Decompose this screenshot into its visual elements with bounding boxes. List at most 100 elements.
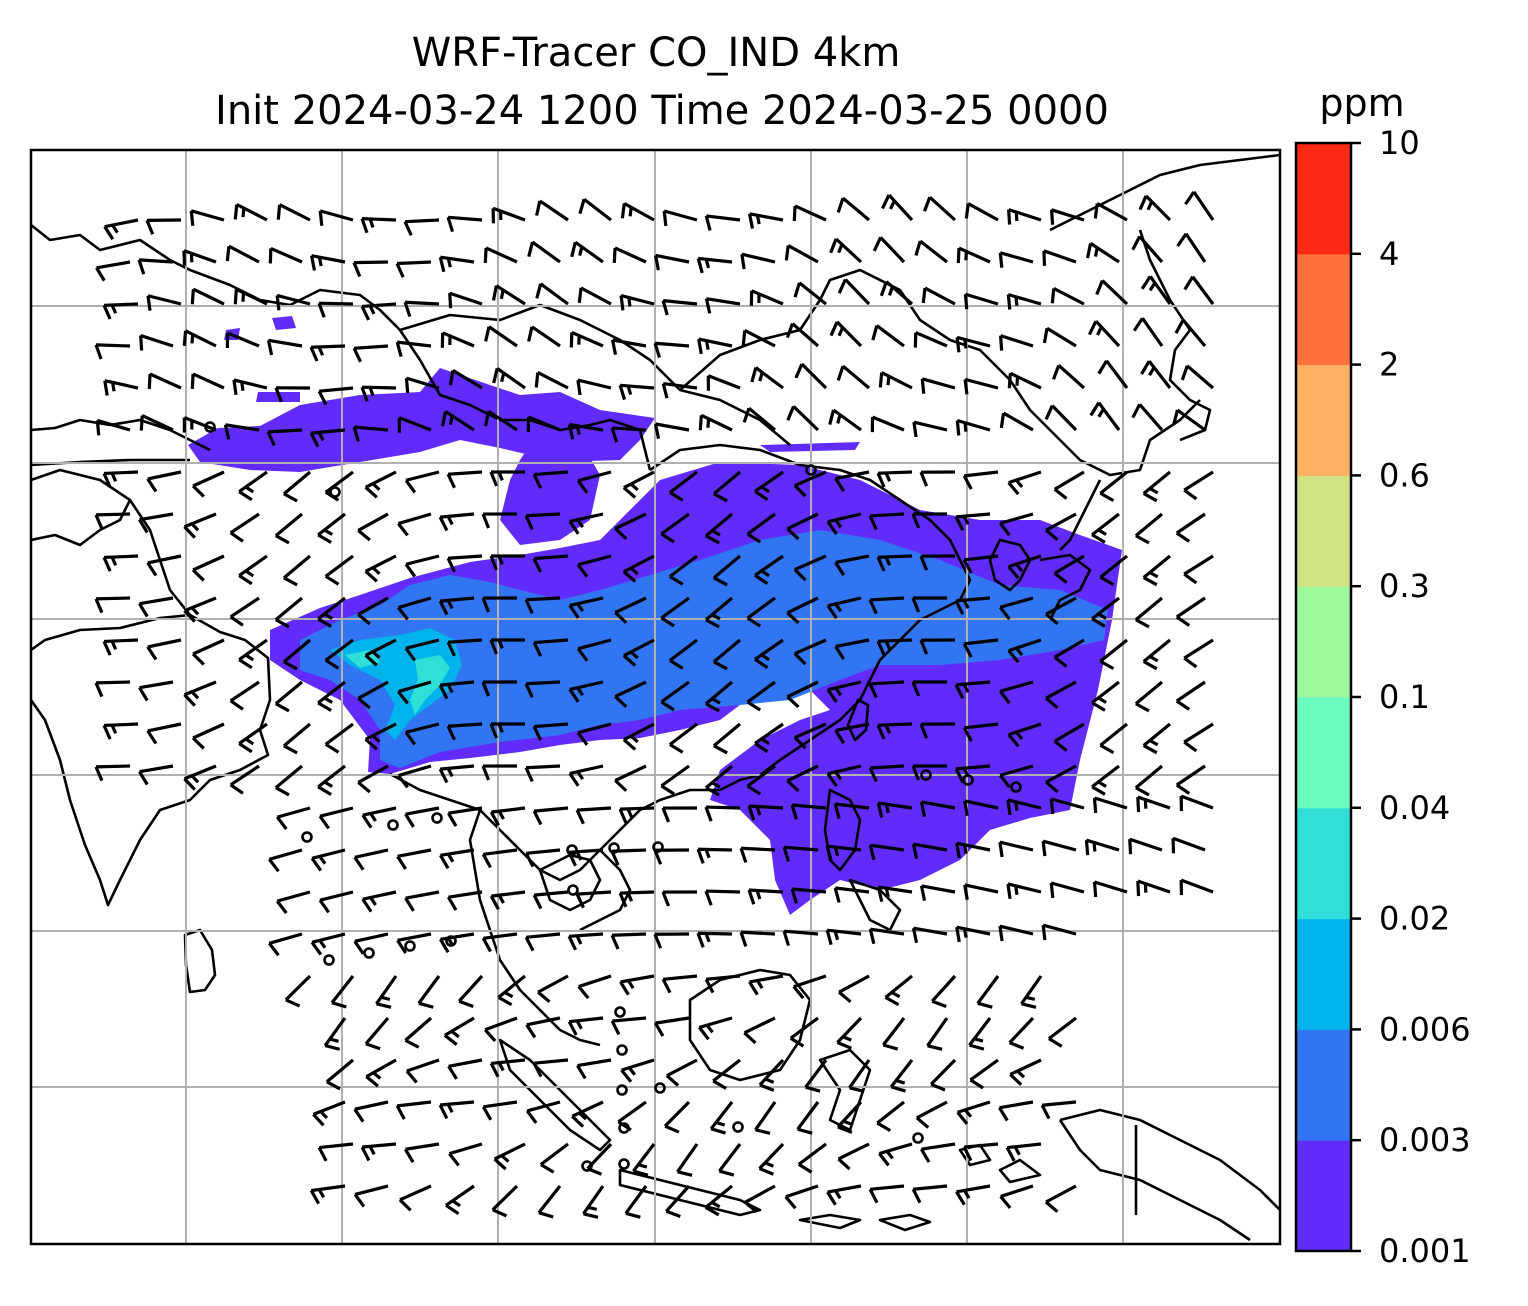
wind-barb — [189, 209, 225, 226]
wind-barb — [1052, 364, 1086, 390]
wind-barb — [619, 974, 655, 996]
wind-barb — [183, 596, 217, 623]
calm-wind-circle — [618, 1158, 630, 1170]
wind-barb — [275, 293, 311, 311]
wind-barb — [317, 596, 346, 628]
wind-barb — [834, 470, 870, 492]
wind-barb — [786, 764, 819, 793]
wind-barb — [397, 596, 432, 621]
wind-barb — [325, 1058, 355, 1091]
wind-barb — [403, 218, 440, 236]
wind-barb — [744, 1184, 776, 1214]
wind-barb — [1091, 596, 1120, 628]
wind-barb — [447, 1058, 483, 1080]
wind-barb — [1045, 764, 1077, 794]
map-area — [31, 150, 1280, 1244]
wind-barb — [446, 215, 483, 233]
wind-barb — [660, 680, 690, 712]
wind-barb — [225, 244, 260, 264]
wind-barb — [998, 1100, 1034, 1122]
wind-barb — [1183, 275, 1215, 305]
wind-barb — [274, 596, 304, 629]
wind-barb — [266, 428, 303, 447]
wind-barb — [620, 202, 655, 222]
wind-barb — [191, 722, 225, 750]
wind-barb — [233, 203, 268, 222]
colorbar-tick-label: 2 — [1379, 346, 1399, 384]
wind-barb — [923, 196, 957, 222]
wind-barb — [417, 975, 441, 1009]
wind-barb — [878, 1142, 913, 1167]
wind-barb — [804, 1059, 828, 1093]
wind-barb — [1006, 882, 1042, 900]
wind-barb — [668, 554, 698, 586]
wind-barb — [848, 1059, 871, 1093]
wind-barb — [911, 842, 948, 860]
wind-barb — [575, 806, 612, 825]
wind-barb — [1131, 235, 1164, 264]
wind-barb — [739, 846, 776, 863]
tracer-plume-peak — [345, 650, 450, 715]
wind-barb — [868, 764, 905, 783]
wind-barb — [438, 680, 475, 700]
wind-barb — [1171, 836, 1206, 854]
colorbar-tick-label: 0.001 — [1379, 1232, 1471, 1270]
wind-barb — [748, 974, 784, 996]
wind-barb — [1041, 923, 1077, 941]
wind-barb — [1049, 208, 1085, 225]
wind-barb — [95, 418, 131, 436]
wind-barb — [439, 848, 475, 870]
wind-barb — [792, 204, 827, 222]
wind-barb — [661, 890, 698, 907]
wind-barb — [440, 410, 475, 432]
wind-barb — [282, 722, 312, 755]
wind-barb — [969, 1058, 999, 1090]
wind-barb — [1184, 190, 1215, 221]
wind-barb — [145, 218, 182, 235]
wind-barb — [268, 848, 303, 873]
calm-wind-circle — [329, 486, 341, 498]
wind-barb — [1053, 722, 1085, 752]
wind-barb — [870, 415, 905, 433]
wind-barb — [353, 1100, 389, 1123]
wind-barb — [317, 680, 346, 712]
wind-barb — [704, 512, 734, 545]
wind-barb — [1041, 839, 1077, 857]
wind-barb — [438, 255, 475, 273]
wind-barb — [525, 1016, 561, 1039]
wind-barb — [1183, 722, 1214, 753]
wind-barb — [912, 420, 948, 438]
wind-barb — [654, 253, 690, 271]
wind-barb — [532, 470, 569, 489]
wind-barb — [746, 512, 776, 544]
wind-barb — [876, 885, 913, 902]
wind-barb — [229, 764, 260, 795]
wind-barb — [614, 680, 647, 708]
wind-barb — [353, 848, 389, 871]
calm-wind-circle — [962, 774, 974, 786]
wind-barb — [754, 554, 784, 585]
wind-barb — [1020, 975, 1043, 1009]
calm-wind-circle — [431, 812, 443, 824]
wind-barb — [365, 1058, 397, 1088]
wind-barb — [238, 722, 268, 754]
wind-barb — [576, 722, 612, 746]
wind-barb — [889, 1059, 914, 1093]
wind-barb — [828, 408, 862, 432]
wind-barb — [94, 764, 131, 782]
wind-barb — [534, 371, 569, 390]
wind-barb — [919, 800, 956, 817]
wind-barb — [1050, 286, 1085, 306]
wind-barb — [1134, 680, 1164, 713]
wind-barb — [532, 806, 569, 826]
wind-barb — [457, 974, 484, 1008]
wind-barb — [491, 284, 526, 306]
wind-barb — [1092, 880, 1128, 898]
wind-barb — [1009, 1058, 1042, 1086]
wind-barb — [962, 554, 999, 574]
wind-barb — [920, 1142, 956, 1163]
wind-barb — [622, 470, 655, 499]
calm-wind-circle — [618, 1122, 630, 1134]
wind-barb — [190, 372, 225, 390]
wind-barb — [447, 806, 483, 827]
